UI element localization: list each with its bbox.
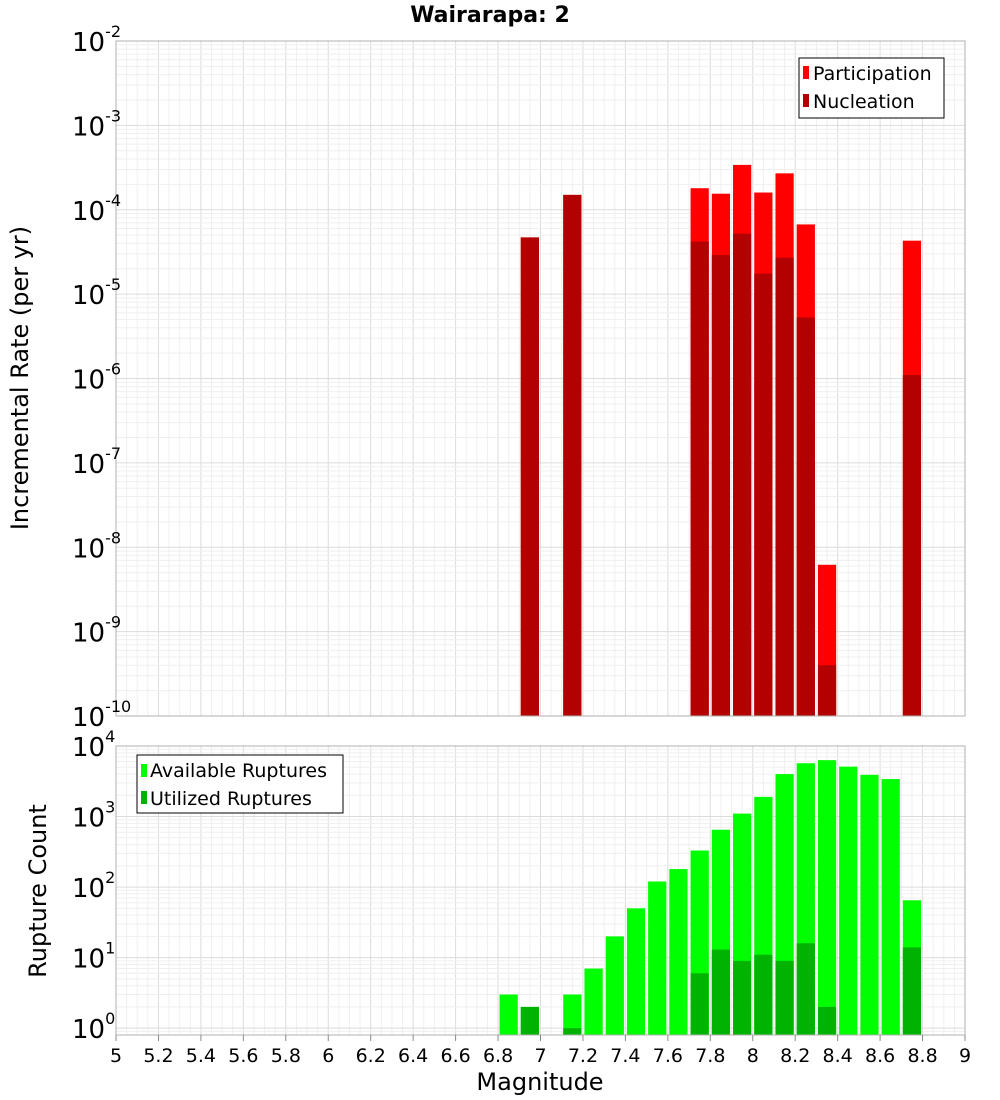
rate-grid: [115, 40, 966, 717]
rate-y-tick-label: 10-3: [72, 106, 121, 142]
utilized-ruptures-bar: [817, 1006, 837, 1035]
x-tick-label: 6.4: [398, 1045, 428, 1067]
x-tick-label: 9: [959, 1045, 971, 1067]
rate-y-tick-label: 10-8: [72, 528, 121, 564]
utilized-ruptures-bar: [520, 1006, 539, 1035]
legend-swatch-available: [141, 764, 147, 777]
rate-panel: 10-2 10-3 10-4 10-5 10-6 10-7 10-8 10-9 10-10 In…: [6, 22, 966, 733]
x-axis-label: Magnitude: [476, 1068, 603, 1096]
legend-label-nucleation: Nucleation: [813, 91, 915, 113]
rate-y-tick-label: 10-7: [72, 444, 121, 480]
legend-swatch-utilized: [141, 791, 147, 804]
nucleation-bar: [733, 233, 752, 716]
rate-y-tick-label: 10-5: [72, 275, 121, 311]
rate-legend: Participation Nucleation: [798, 57, 945, 119]
rate-y-tick-label: 10-10: [72, 697, 131, 733]
utilized-ruptures-bar: [733, 960, 752, 1035]
legend-label-available: Available Ruptures: [150, 760, 327, 782]
legend-label-utilized: Utilized Ruptures: [150, 788, 312, 810]
legend-label-participation: Participation: [813, 63, 932, 85]
nucleation-bar: [775, 257, 794, 716]
count-legend-box: [136, 754, 344, 814]
x-tick-label: 6.6: [440, 1045, 470, 1067]
chart-title: Wairarapa: 2: [410, 3, 570, 28]
utilized-ruptures-bar: [775, 960, 794, 1035]
x-tick-label: 7.2: [568, 1045, 598, 1067]
rate-y-ticks: 10-2 10-3 10-4 10-5 10-6 10-7 10-8 10-9 10-10: [72, 22, 131, 733]
available-ruptures-bar: [648, 881, 667, 1035]
available-ruptures-bar: [626, 908, 646, 1035]
available-ruptures-bar: [605, 936, 624, 1035]
x-tick-label: 8.2: [780, 1045, 810, 1067]
available-ruptures-bar: [584, 968, 603, 1035]
count-x-ticks: 5 5.2 5.4 5.6 5.8 6 6.2 6.4 6.6 6.8 7 7.2 7.4 7.6 7.8 8…: [110, 1035, 971, 1067]
count-y-tick-label: 104: [72, 727, 115, 763]
nucleation-bar: [711, 255, 731, 716]
utilized-ruptures-bar: [563, 1028, 582, 1035]
rate-plot-frame: [115, 40, 966, 717]
nucleation-bar: [690, 241, 709, 717]
x-tick-label: 8.4: [823, 1045, 853, 1067]
available-ruptures-bar: [839, 766, 858, 1035]
nucleation-bar: [754, 273, 773, 716]
count-y-ticks: 104 103 102 101 100: [72, 727, 115, 1045]
x-tick-label: 7.8: [695, 1045, 725, 1067]
available-ruptures-bar: [860, 774, 879, 1035]
x-tick-label: 8.8: [907, 1045, 937, 1067]
x-tick-label: 6: [322, 1045, 334, 1067]
available-ruptures-bar: [881, 779, 900, 1035]
count-y-tick-label: 102: [72, 868, 115, 904]
utilized-ruptures-bar: [902, 947, 922, 1035]
nucleation-bar: [817, 665, 837, 716]
x-tick-label: 8.6: [865, 1045, 895, 1067]
x-tick-label: 5.2: [143, 1045, 173, 1067]
available-ruptures-bar: [669, 869, 688, 1035]
nucleation-bar: [520, 237, 539, 716]
x-tick-label: 5.6: [228, 1045, 258, 1067]
rate-y-tick-label: 10-2: [72, 22, 121, 58]
x-tick-label: 7: [534, 1045, 546, 1067]
utilized-ruptures-bar: [796, 943, 815, 1035]
x-tick-label: 6.8: [483, 1045, 513, 1067]
x-tick-label: 8: [747, 1045, 759, 1067]
count-y-axis-label: Rupture Count: [24, 804, 52, 978]
x-tick-label: 6.2: [356, 1045, 386, 1067]
count-y-tick-label: 100: [72, 1009, 115, 1045]
legend-swatch-participation: [803, 66, 809, 79]
legend-swatch-nucleation: [803, 94, 809, 107]
rate-y-tick-label: 10-9: [72, 613, 121, 649]
count-bars: [499, 760, 922, 1035]
nucleation-bar: [563, 194, 582, 716]
count-y-tick-label: 103: [72, 798, 115, 834]
utilized-ruptures-bar: [711, 949, 731, 1035]
count-panel: 104 103 102 101 100 5 5.2 5.4 5.6 5.8 6 6.2 6.4 6.6 6…: [24, 727, 971, 1096]
nucleation-bar: [796, 317, 815, 716]
available-ruptures-bar: [499, 994, 518, 1035]
count-y-tick-label: 101: [72, 939, 115, 975]
x-tick-label: 7.4: [610, 1045, 640, 1067]
count-legend: Available Ruptures Utilized Ruptures: [136, 754, 344, 814]
rate-bars: [520, 164, 922, 717]
x-tick-label: 5.4: [186, 1045, 216, 1067]
utilized-ruptures-bar: [754, 954, 773, 1035]
nucleation-bar: [902, 375, 922, 716]
utilized-ruptures-bar: [690, 973, 709, 1035]
available-ruptures-bar: [563, 994, 582, 1035]
rate-y-axis-label: Incremental Rate (per yr): [6, 226, 34, 530]
available-ruptures-bar: [817, 760, 837, 1035]
rate-y-tick-label: 10-4: [72, 191, 121, 227]
x-tick-label: 5.8: [271, 1045, 301, 1067]
rate-legend-box: [798, 57, 945, 119]
x-tick-label: 5: [110, 1045, 122, 1067]
rate-y-tick-label: 10-6: [72, 360, 121, 396]
x-tick-label: 7.6: [653, 1045, 683, 1067]
